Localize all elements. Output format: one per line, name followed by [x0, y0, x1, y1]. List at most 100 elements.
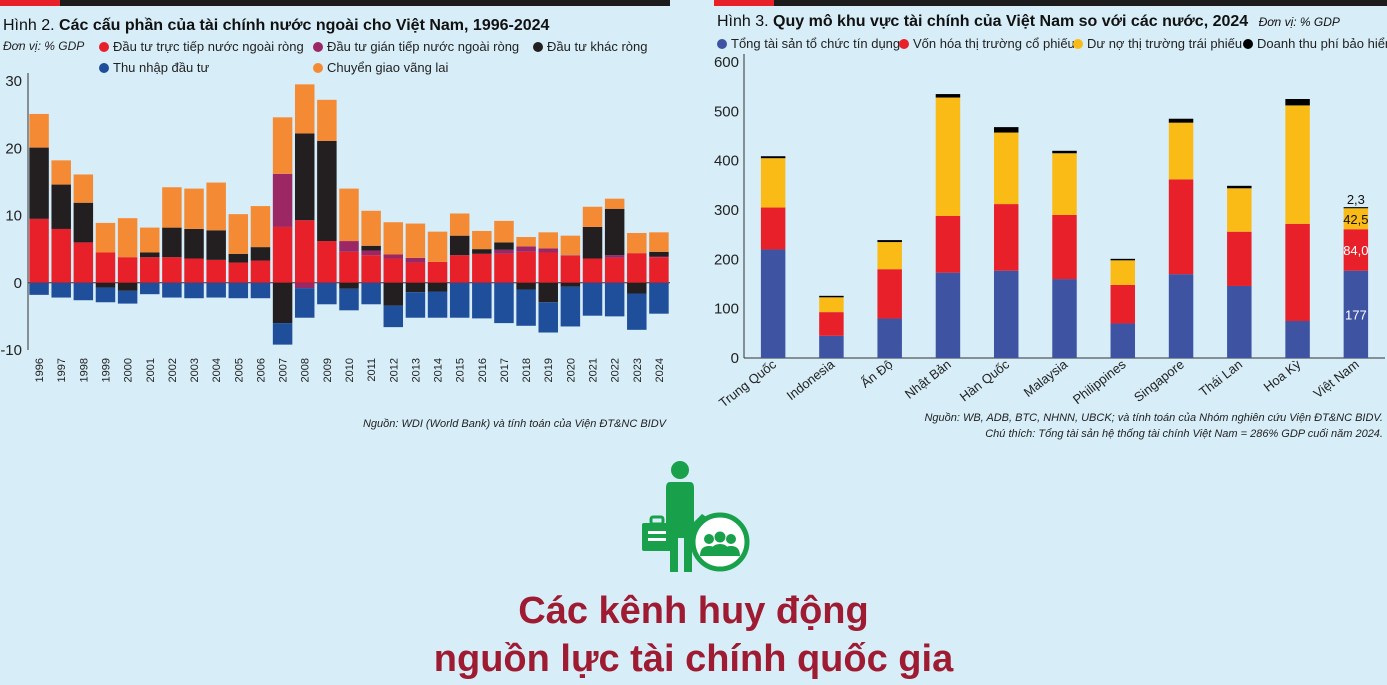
legend-marker [1073, 39, 1083, 49]
bar-segment [294, 84, 315, 134]
x-tick-label: 2017 [499, 358, 511, 382]
bar-segment [361, 282, 381, 305]
bar-segment [1052, 214, 1077, 280]
bar-segment [760, 156, 786, 159]
bar-segment [383, 305, 404, 328]
legend-marker [313, 42, 323, 52]
bar-segment [95, 222, 116, 253]
bar-segment [228, 214, 249, 254]
bar-segment [1168, 118, 1194, 123]
chart2-legend: Tổng tài sản tổ chức tín dụng Vốn hóa thị… [717, 36, 1387, 51]
y-tick-label-600: 600 [714, 54, 739, 71]
bar-segment [184, 228, 204, 259]
bar-segment [538, 282, 558, 303]
x-tick-label: 2000 [123, 358, 135, 382]
chart1-legend: Đầu tư trực tiếp nước ngoài ròng Đầu tư g… [99, 39, 647, 75]
top-accent-bar-right [714, 0, 774, 6]
bar-segment [1110, 258, 1136, 261]
bar-segment [627, 293, 647, 330]
y-tick-label--10: -10 [0, 342, 22, 359]
bar-segment [1343, 229, 1369, 271]
bar-segment [582, 206, 603, 227]
x-tick-label: 2016 [477, 358, 489, 382]
bar-segment [472, 249, 492, 254]
bar-segment [494, 242, 514, 250]
y-tick-label-500: 500 [714, 103, 739, 120]
bar-segment [604, 257, 625, 283]
bar-segment [449, 282, 470, 318]
bar-segment [250, 247, 271, 261]
bar-segment [294, 282, 315, 289]
bar-segment [294, 133, 315, 221]
bar-segment [184, 188, 204, 229]
bar-segment [935, 94, 961, 98]
bar-segment [538, 232, 558, 249]
chart1-bars [29, 84, 669, 345]
x-tick-label: 2013 [410, 358, 422, 382]
bar-segment [272, 282, 293, 324]
bar-segment [228, 282, 249, 299]
bar-segment [117, 282, 138, 291]
bar-segment [294, 288, 315, 318]
x-tick-label: 2007 [278, 358, 290, 382]
x-tick-label: Ấn Độ [858, 357, 896, 391]
bar-segment [317, 99, 337, 141]
bar-segment [494, 253, 514, 283]
bar-segment [627, 282, 647, 294]
bar-segment [538, 302, 558, 333]
x-tick-label: Philippines [1070, 356, 1129, 407]
bar-segment [1285, 223, 1310, 321]
bar-segment [405, 292, 426, 318]
bar-segment [1227, 188, 1252, 232]
bar-segment [361, 255, 381, 283]
bar-segment [1168, 274, 1194, 358]
bar-segment [494, 220, 514, 243]
bar-segment [162, 257, 182, 283]
x-tick-label: 2012 [388, 358, 400, 382]
bar-segment [1227, 231, 1252, 286]
bar-segment [877, 318, 902, 358]
chart2-source: Nguồn: WB, ADB, BTC, NHNN, UBCK; và tính… [924, 412, 1383, 424]
legend-label: Đầu tư trực tiếp nước ngoài ròng [113, 39, 304, 54]
x-tick-label: Singapore [1131, 357, 1187, 405]
x-tick-label: 2009 [322, 358, 334, 382]
bar-segment [604, 198, 625, 209]
bar-segment [427, 261, 448, 283]
y-tick-label-20: 20 [5, 140, 22, 157]
bar-segment [117, 218, 138, 258]
bar-segment [993, 270, 1019, 358]
chart-foreign-finance: Hình 2. Các cấu phần của tài chính nước … [0, 17, 670, 430]
bar-segment [29, 147, 49, 219]
bar-segment [472, 282, 492, 319]
x-tick-label: 2023 [632, 358, 644, 382]
bar-segment [140, 252, 160, 258]
bar-segment [272, 173, 293, 227]
bar-segment [140, 282, 160, 295]
legend-label: Đầu tư khác ròng [547, 39, 647, 54]
bar-segment [494, 282, 514, 324]
bar-segment [95, 252, 116, 283]
bar-segment [993, 204, 1019, 271]
bar-segment [993, 127, 1019, 133]
bar-segment [516, 282, 536, 290]
x-tick-label: 2022 [610, 358, 622, 382]
bar-segment [449, 255, 470, 283]
bar-segment [1285, 321, 1310, 358]
bar-segment [206, 230, 226, 260]
bar-segment [1110, 260, 1136, 285]
bar-segment [51, 160, 71, 185]
legend-marker [717, 39, 727, 49]
x-tick-label: Hàn Quốc [957, 356, 1013, 404]
bar-segment [206, 182, 226, 231]
chart2-axes: 0 100 200 300 400 500 600 Trung Quốc Indonesia Ấn… [714, 54, 1385, 410]
x-tick-label: 1999 [100, 358, 112, 382]
bar-segment [472, 253, 492, 283]
bar-segment [73, 282, 94, 301]
x-tick-label: Trung Quốc [716, 356, 779, 410]
bar-segment [117, 257, 138, 283]
bar-segment [516, 237, 536, 247]
x-tick-label: 1996 [34, 358, 46, 382]
bar-segment [1343, 208, 1369, 230]
bar-segment [760, 158, 786, 208]
x-tick-label: Nhật Bản [902, 357, 954, 402]
